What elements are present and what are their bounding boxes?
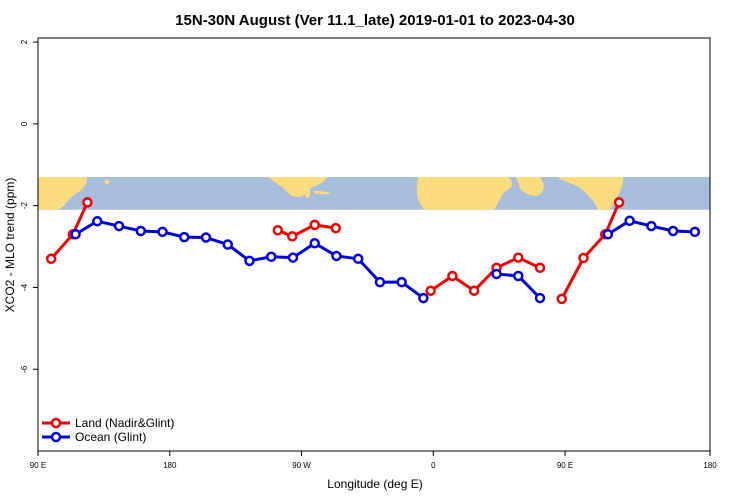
data-point-ocean	[418, 292, 429, 304]
legend-label-land: Land (Nadir&Glint)	[75, 416, 174, 430]
series-line-land	[429, 256, 541, 293]
legend-marker-ocean	[50, 431, 62, 443]
map-land-africa	[416, 177, 513, 210]
data-point-ocean	[244, 255, 255, 267]
data-point-land	[578, 252, 589, 264]
legend-label-ocean: Ocean (Glint)	[75, 430, 146, 444]
data-point-ocean	[689, 226, 701, 238]
data-point-ocean	[157, 226, 168, 238]
plot-box	[37, 37, 711, 452]
map-land-caribbean	[314, 190, 330, 195]
x-tick-label: 180	[163, 461, 177, 470]
legend-marker-land	[50, 417, 62, 429]
data-point-ocean	[200, 232, 212, 243]
data-point-ocean	[222, 239, 233, 250]
series-line-land	[560, 201, 621, 300]
data-point-land	[556, 293, 568, 305]
map-land-india	[558, 177, 624, 210]
legend: Land (Nadir&Glint) Ocean (Glint)	[42, 416, 174, 444]
map-land-japan	[104, 178, 110, 185]
data-point-land	[309, 219, 320, 231]
data-point-ocean	[352, 253, 364, 265]
data-point-land	[447, 270, 458, 282]
data-point-land	[468, 285, 480, 296]
x-tick-label: 90 E	[30, 461, 46, 470]
data-point-land	[272, 224, 284, 236]
world-map-band	[38, 177, 710, 210]
x-tick-label: 180	[703, 461, 717, 470]
legend-item-ocean: Ocean (Glint)	[42, 430, 146, 444]
data-point-ocean	[92, 215, 103, 227]
data-point-ocean	[265, 251, 277, 263]
data-point-ocean	[602, 229, 614, 240]
y-axis-title: XCO2 - MLO trend (ppm)	[3, 178, 17, 313]
data-point-ocean	[309, 238, 320, 249]
y-tick-label: 0	[20, 121, 29, 126]
y-tick-label: -2	[20, 202, 29, 210]
chart-title: 15N-30N August (Ver 11.1_late) 2019-01-0…	[175, 12, 575, 29]
x-tick-label: 90 E	[557, 461, 573, 470]
data-point-ocean	[513, 270, 524, 282]
data-point-land	[45, 253, 57, 265]
data-point-ocean	[287, 252, 299, 263]
data-point-ocean	[70, 229, 81, 240]
data-point-land	[82, 197, 93, 208]
data-point-land	[513, 252, 524, 263]
data-point-land	[534, 262, 546, 274]
x-axis-title: Longitude (deg E)	[327, 477, 422, 491]
map-land-asia	[38, 177, 88, 210]
map-land-north-america	[269, 177, 328, 197]
data-point-ocean	[491, 268, 502, 280]
x-axis-ticks: 90 E 180 90 W 0 90 E 180	[30, 451, 717, 470]
x-tick-label: 90 W	[292, 461, 311, 470]
data-point-ocean	[374, 276, 386, 288]
data-point-land	[425, 285, 436, 296]
data-point-ocean	[179, 231, 190, 243]
data-point-ocean	[646, 220, 657, 232]
data-point-ocean	[331, 250, 342, 262]
data-point-land	[613, 197, 625, 208]
axes: 90 E 180 90 W 0 90 E 180 2 0 -2 -4 -6	[20, 37, 717, 470]
data-point-land	[287, 231, 298, 242]
data-point-land	[330, 222, 342, 234]
y-axis-ticks: 2 0 -2 -4 -6	[20, 39, 38, 373]
legend-item-land: Land (Nadir&Glint)	[42, 416, 174, 430]
series-line-land	[277, 223, 337, 238]
data-point-ocean	[624, 215, 635, 227]
data-point-ocean	[135, 225, 147, 237]
y-tick-label: 2	[20, 39, 29, 44]
data-point-ocean	[113, 220, 125, 232]
map-land-arabia	[516, 177, 544, 196]
x-tick-label: 0	[431, 461, 436, 470]
map-land-florida	[304, 186, 310, 199]
data-point-ocean	[534, 292, 546, 304]
data-point-ocean	[396, 276, 407, 288]
data-point-ocean	[667, 225, 679, 237]
y-tick-label: -4	[20, 283, 29, 291]
y-tick-label: -6	[20, 365, 29, 373]
series-layer	[45, 197, 701, 305]
